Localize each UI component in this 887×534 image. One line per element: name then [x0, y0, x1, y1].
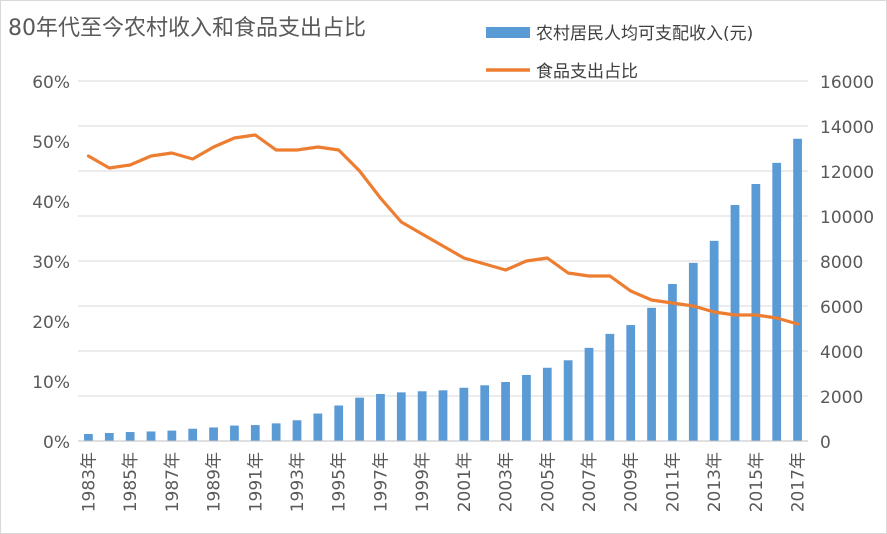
income-bar	[188, 428, 198, 441]
income-bar	[605, 333, 615, 441]
x-tick-label: 1995年	[330, 452, 350, 512]
y-left-tick-label: 60%	[32, 73, 70, 93]
x-tick-label: 2017年	[789, 452, 809, 512]
income-bar	[626, 325, 636, 441]
x-tick-label: 2001年	[455, 452, 475, 512]
income-bar	[522, 374, 531, 441]
income-bar	[313, 413, 323, 441]
y-left-tick-label: 40%	[32, 193, 70, 213]
y-right-tick-label: 14000	[820, 118, 874, 138]
x-tick-label: 2005年	[538, 452, 558, 512]
x-tick-label: 2003年	[497, 452, 517, 512]
income-bar	[501, 382, 510, 441]
x-tick-label: 2011年	[663, 452, 683, 512]
x-tick-label: 1991年	[246, 452, 266, 512]
y-left-tick-label: 50%	[32, 133, 70, 153]
x-tick-label: 2013年	[705, 452, 725, 512]
income-bar	[104, 433, 114, 441]
income-bar	[146, 431, 156, 441]
income-bar	[793, 138, 802, 441]
y-right-tick-label: 6000	[820, 298, 863, 318]
income-bar	[230, 425, 239, 441]
income-bar	[709, 240, 719, 441]
legend: 农村居民人均可支配收入(元) 食品支出占比	[486, 24, 753, 82]
x-tick-label: 1997年	[371, 452, 391, 512]
income-bar	[647, 307, 656, 441]
income-bar	[167, 430, 177, 441]
gridlines	[78, 80, 808, 442]
x-tick-label: 2015年	[747, 452, 767, 512]
y-right-tick-label: 4000	[820, 343, 863, 363]
x-tick-label: 1987年	[163, 452, 183, 512]
y-left-tick-label: 20%	[32, 313, 70, 333]
y-left-tick-label: 10%	[32, 373, 70, 393]
income-bar	[334, 405, 344, 441]
x-tick-label: 2009年	[622, 452, 642, 512]
y-right-tick-label: 12000	[820, 163, 874, 183]
income-bar	[292, 420, 302, 441]
y-right-tick-label: 2000	[820, 388, 863, 408]
income-bar	[396, 392, 406, 441]
income-bar	[480, 385, 490, 441]
income-bar	[438, 390, 448, 441]
income-bar	[209, 427, 218, 441]
income-bar	[584, 347, 594, 441]
x-tick-label: 1999年	[413, 452, 433, 512]
y-right-tick-label: 16000	[820, 73, 874, 93]
line-series	[86, 133, 800, 326]
income-bar	[271, 423, 281, 441]
legend-line-label: 食品支出占比	[536, 62, 638, 82]
legend-bar-label: 农村居民人均可支配收入(元)	[536, 24, 753, 44]
income-bar	[542, 367, 552, 441]
x-tick-label: 1985年	[121, 452, 141, 512]
income-bar	[459, 387, 469, 441]
income-bar	[376, 393, 385, 441]
chart-title: 80年代至今农村收入和食品支出占比	[8, 16, 366, 41]
x-tick-label: 2007年	[580, 452, 600, 512]
y-right-tick-label: 0	[820, 433, 831, 453]
y-right-tick-label: 8000	[820, 253, 863, 273]
income-bar	[668, 284, 677, 441]
y-left-tick-label: 0%	[43, 433, 70, 453]
income-bar	[250, 425, 260, 441]
axes: 0% 10% 20% 30% 40% 50% 60% 0 2000 4000 6000 8000 100…	[32, 73, 874, 512]
income-bar	[355, 397, 364, 441]
income-bar	[563, 360, 573, 441]
x-tick-label: 1983年	[79, 452, 99, 512]
income-bar	[688, 262, 698, 441]
y-right-tick-label: 10000	[820, 208, 874, 228]
x-tick-label: 1989年	[205, 452, 225, 512]
income-bar	[730, 204, 740, 441]
income-bar	[751, 184, 761, 441]
income-bar	[417, 391, 427, 441]
bar-series	[84, 138, 802, 441]
x-tick-label: 1993年	[288, 452, 308, 512]
income-bar	[84, 434, 93, 441]
income-bar	[125, 432, 135, 441]
income-bar	[772, 162, 782, 441]
y-left-tick-label: 30%	[32, 253, 70, 273]
legend-bar-swatch	[486, 27, 530, 38]
